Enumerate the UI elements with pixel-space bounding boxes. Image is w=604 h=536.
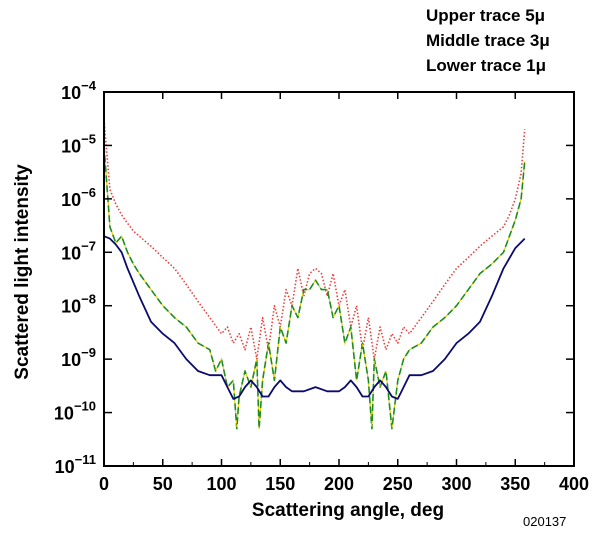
x-tick-label: 150 <box>265 474 295 494</box>
x-axis-label: Scattering angle, deg <box>252 500 444 521</box>
y-tick-label: 10−8 <box>61 292 96 317</box>
y-tick-label: 10−11 <box>55 452 96 477</box>
plot-frame <box>103 91 575 467</box>
figure-code: 020137 <box>523 514 567 529</box>
x-tick-label: 300 <box>441 474 471 494</box>
y-tick-label: 10−9 <box>61 345 96 370</box>
legend-middle-trace: Middle trace 3μ <box>426 31 550 50</box>
x-tick-label: 250 <box>383 474 413 494</box>
x-tick-label: 400 <box>559 474 589 494</box>
series-line-1 <box>103 119 526 360</box>
x-tick-label: 50 <box>153 474 173 494</box>
legend-lower-trace: Lower trace 1μ <box>426 56 547 75</box>
x-tick-label: 350 <box>500 474 530 494</box>
series-layer <box>103 119 526 430</box>
y-tick-label: 10−5 <box>61 131 96 156</box>
series-line-3 <box>103 235 526 400</box>
x-tick-label: 0 <box>99 474 109 494</box>
x-tick-label: 200 <box>324 474 354 494</box>
series-line-2 <box>103 145 526 430</box>
y-tick-label: 10−4 <box>61 78 97 103</box>
y-tick-label: 10−6 <box>61 185 96 210</box>
y-tick-label: 10−10 <box>54 399 96 424</box>
series-line-2-accent <box>103 145 526 429</box>
legend-upper-trace: Upper trace 5μ <box>426 6 546 25</box>
x-tick-label: 100 <box>206 474 236 494</box>
ticks-layer: 0 50 100 150 200 250 300 350 400 10−11 10−10 10−9 10… <box>54 78 589 494</box>
y-axis-label: Scattered light intensity <box>12 164 33 380</box>
y-tick-label: 10−7 <box>61 238 96 263</box>
